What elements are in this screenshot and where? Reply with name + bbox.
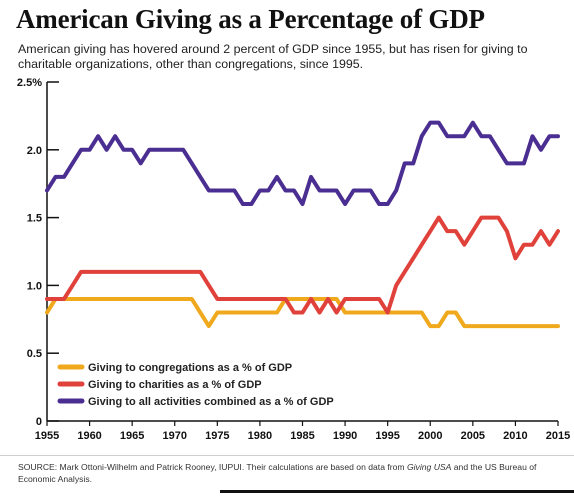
x-tick-label-4: 1975 <box>205 430 229 442</box>
x-tick-label-9: 2000 <box>418 430 442 442</box>
legend-label-2: Giving to all activities combined as a %… <box>88 396 334 408</box>
x-tick-label-12: 2015 <box>546 430 570 442</box>
chart-subtitle: American giving has hovered around 2 per… <box>18 42 528 71</box>
y-tick-label-5: 2.5% <box>17 77 42 89</box>
x-tick-label-10: 2005 <box>461 430 485 442</box>
series-line-2 <box>45 120 560 207</box>
y-tick-label-2: 1.0 <box>27 280 42 292</box>
source-note: SOURCE: Mark Ottoni-Wilhelm and Patrick … <box>18 461 558 485</box>
x-tick-label-2: 1965 <box>120 430 144 442</box>
x-tick-label-11: 2010 <box>503 430 527 442</box>
x-tick-label-8: 1995 <box>375 430 399 442</box>
x-tick-label-6: 1985 <box>290 430 314 442</box>
x-tick-label-5: 1980 <box>248 430 272 442</box>
source-tail: and the US Bureau of Economic Analysis. <box>18 462 537 484</box>
y-tick-label-0: 0 <box>36 416 42 428</box>
y-tick-label-3: 1.5 <box>27 213 42 225</box>
y-tick-label-4: 2.0 <box>27 145 42 157</box>
y-tick-label-1: 0.5 <box>27 348 42 360</box>
x-tick-label-3: 1970 <box>163 430 187 442</box>
bottom-rule <box>220 490 574 493</box>
chart-title: American Giving as a Percentage of GDP <box>16 4 485 34</box>
x-tick-label-1: 1960 <box>77 430 101 442</box>
legend-label-1: Giving to charities as a % of GDP <box>88 379 262 391</box>
x-tick-label-7: 1990 <box>333 430 357 442</box>
source-lead: SOURCE: Mark Ottoni-Wilhelm and Patrick … <box>18 462 407 472</box>
x-tick-label-0: 1955 <box>35 430 59 442</box>
source-divider <box>0 455 574 456</box>
legend-label-0: Giving to congregations as a % of GDP <box>88 362 292 374</box>
source-giving-usa: Giving USA <box>406 462 452 472</box>
series-line-1 <box>45 215 560 315</box>
series-line-0 <box>45 296 560 329</box>
